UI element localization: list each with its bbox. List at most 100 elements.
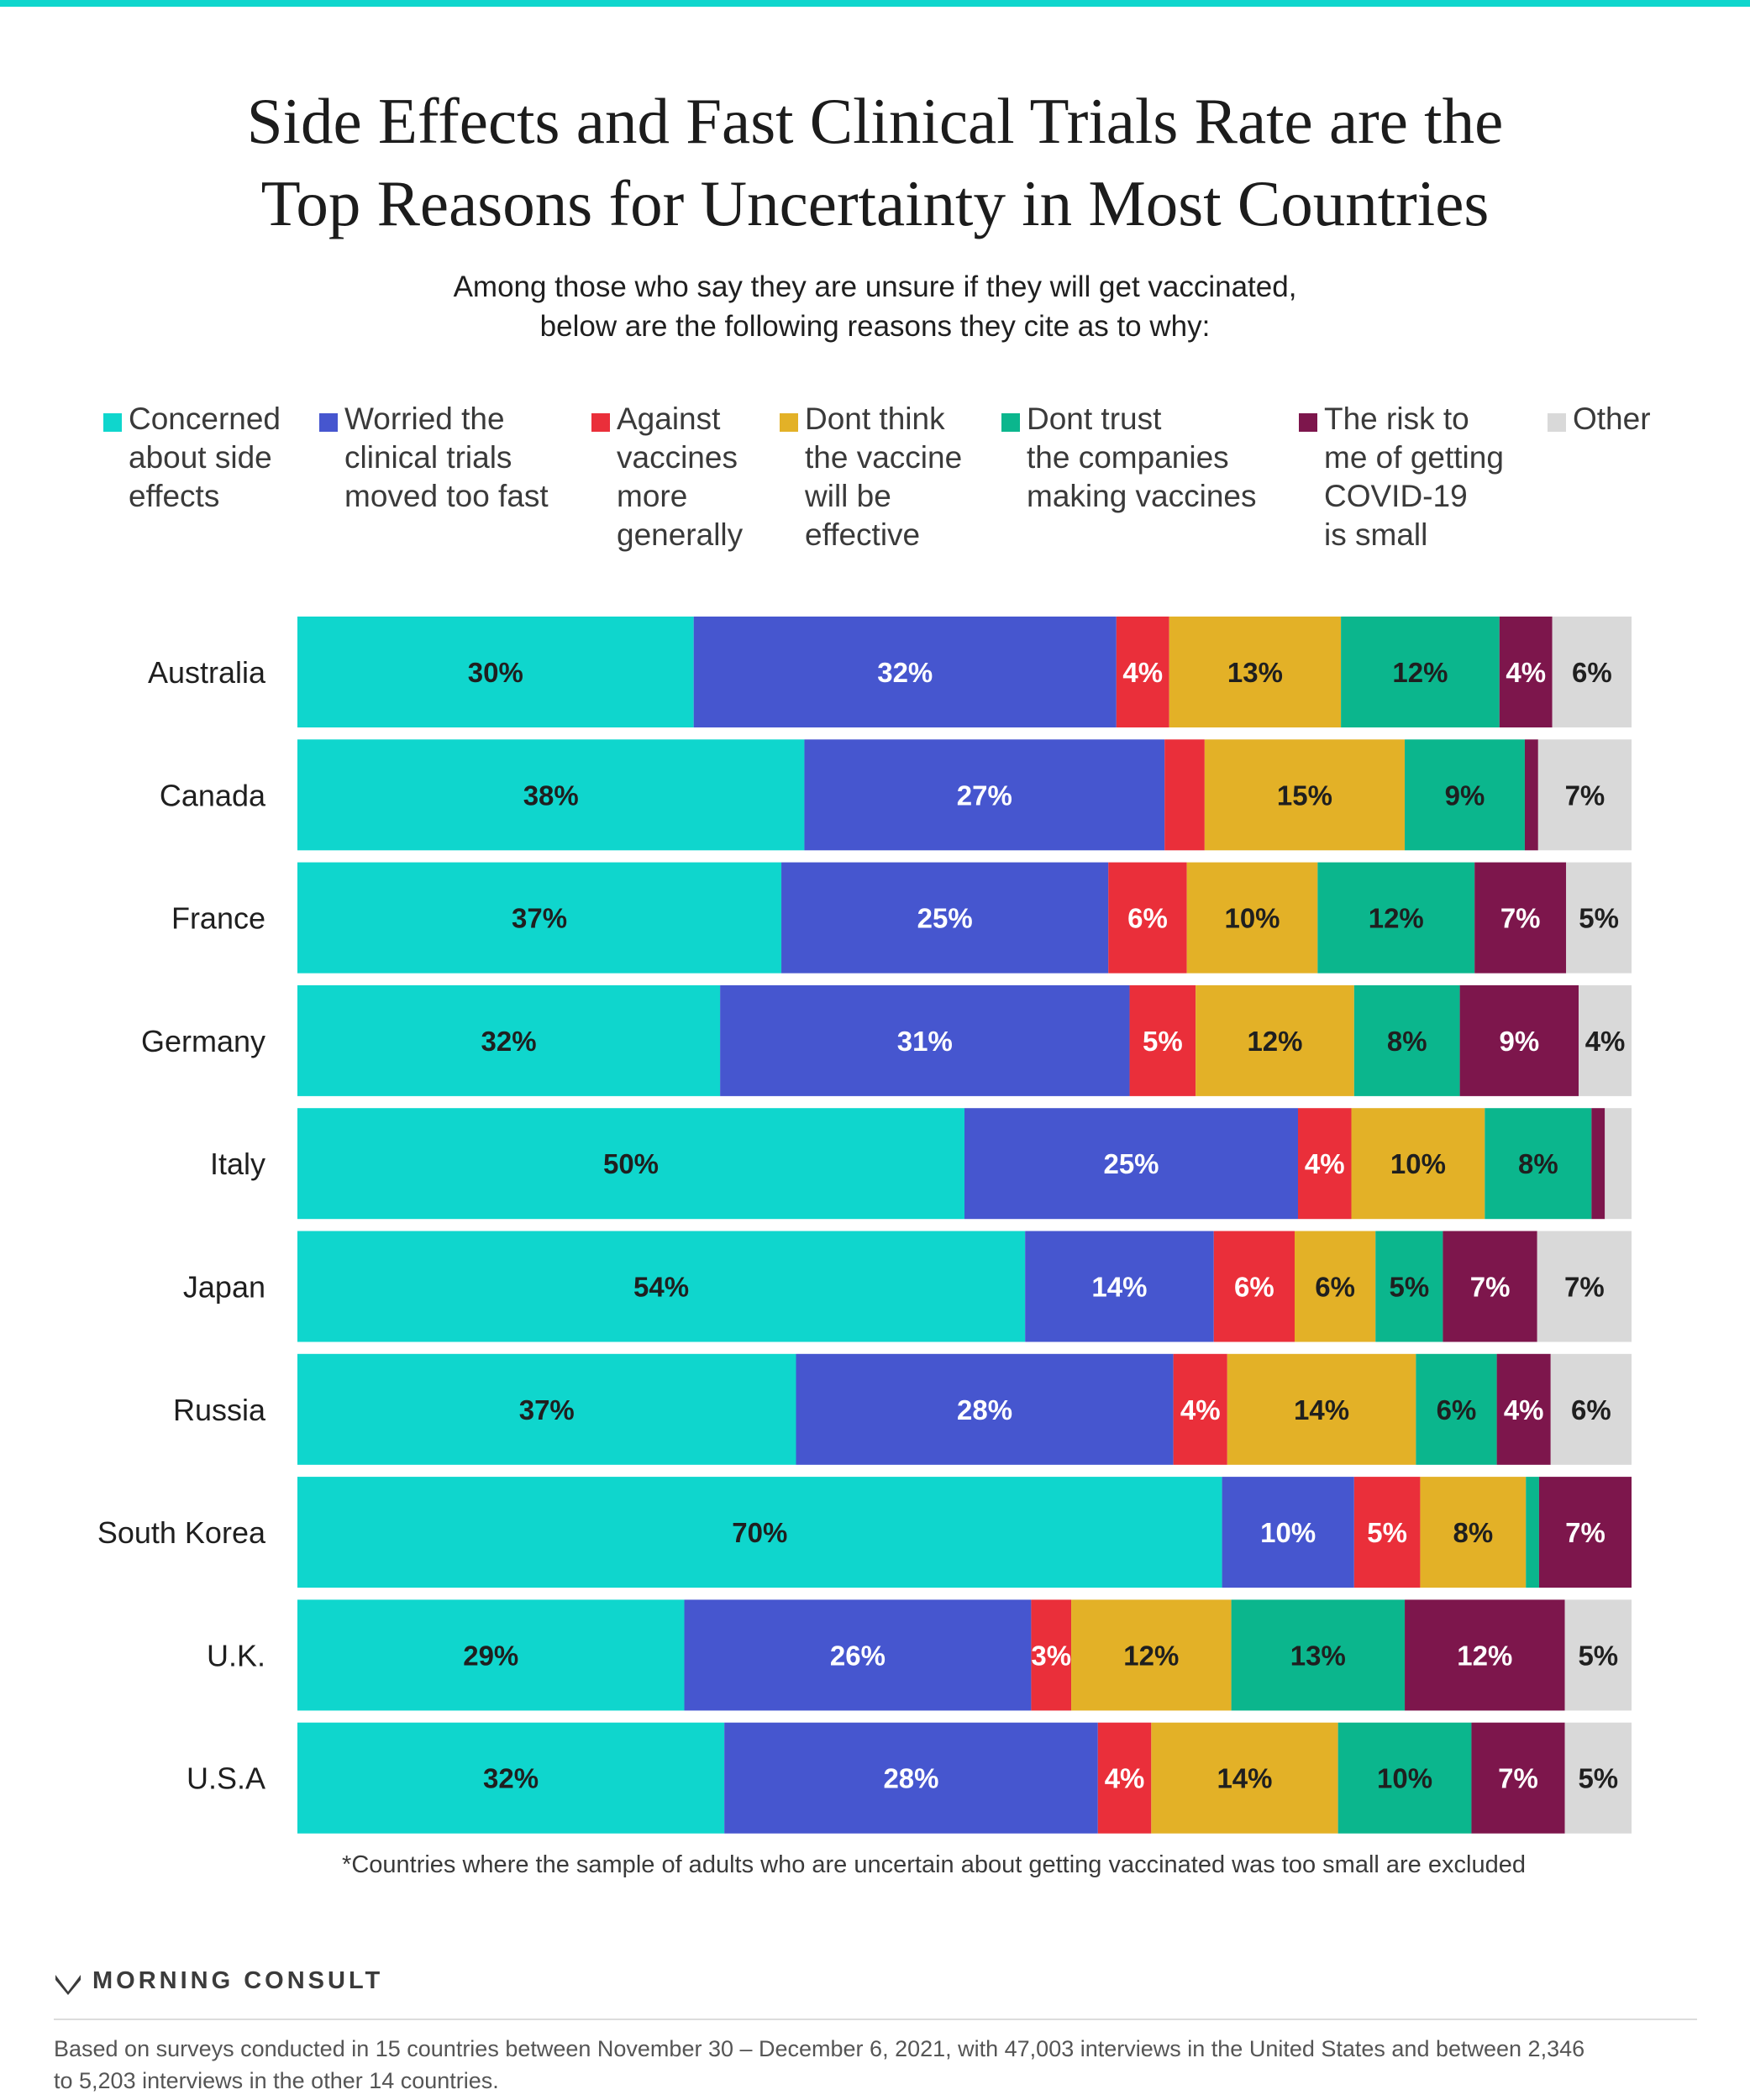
source-note-line: to 5,203 interviews in the other 14 coun… [54, 2068, 499, 2093]
bar-value-label: 32% [877, 657, 933, 688]
bar-value-label: 25% [1103, 1148, 1159, 1179]
bar-segment [693, 617, 1117, 727]
bar-segment [297, 739, 805, 851]
bar-segment [297, 1108, 964, 1220]
legend-label: Other [1573, 400, 1651, 438]
footnote: *Countries where the sample of adults wh… [342, 1851, 1526, 1878]
bar-segment [1071, 1599, 1232, 1711]
bar-value-label: 5% [1578, 1640, 1618, 1671]
chart-title-line: Side Effects and Fast Clinical Trials Ra… [246, 85, 1504, 157]
bar-value-label: 54% [633, 1272, 689, 1303]
country-label: U.S.A [187, 1761, 265, 1796]
bar-value-label: 37% [519, 1394, 575, 1425]
bar-segment [1496, 1353, 1551, 1465]
legend-label-line: the vaccine [805, 440, 963, 475]
footer-divider [54, 2019, 1697, 2020]
bar-segment [1526, 1477, 1539, 1588]
bar-value-label: 27% [957, 780, 1012, 811]
bar-segment [1552, 617, 1632, 727]
bar-value-label: 8% [1518, 1148, 1558, 1179]
bar-segment [1474, 862, 1567, 974]
bar-segment [297, 1477, 1222, 1588]
bar-segment [1420, 1477, 1527, 1588]
bar-segment [1169, 617, 1342, 727]
bar-segment [1116, 617, 1169, 727]
legend-label-line: about side [129, 440, 272, 475]
bar-segment [1213, 1231, 1295, 1342]
bar-value-label: 29% [463, 1640, 518, 1671]
bar-segment [1353, 984, 1460, 1096]
bar-segment [1025, 1231, 1214, 1342]
legend-swatch [591, 413, 610, 432]
bar-segment [1196, 984, 1354, 1096]
bar-segment [1405, 1599, 1565, 1711]
bar-value-label: 3% [1031, 1640, 1071, 1671]
bar-value-label: 70% [732, 1517, 787, 1548]
bar-segment [1222, 1477, 1354, 1588]
bar-segment [1337, 1722, 1472, 1834]
bar-value-label: 10% [1260, 1517, 1316, 1548]
bar-value-label: 4% [1506, 657, 1546, 688]
bar-segment [1204, 739, 1406, 851]
legend-swatch [1548, 413, 1566, 432]
bar-segment [804, 739, 1165, 851]
bar-segment [1298, 1108, 1352, 1220]
bar-value-label: 6% [1234, 1272, 1274, 1303]
country-label: Japan [183, 1270, 265, 1305]
bar-segment [1341, 617, 1500, 727]
bar-value-label: 10% [1377, 1763, 1432, 1794]
bar-value-label: 7% [1498, 1763, 1538, 1794]
bar-value-label: 12% [1123, 1640, 1179, 1671]
bar-segment [1591, 1108, 1605, 1220]
country-label: U.K. [207, 1638, 265, 1672]
bar-segment [297, 617, 694, 727]
bar-segment [781, 862, 1109, 974]
bar-value-label: 7% [1470, 1272, 1511, 1303]
country-label: France [171, 901, 265, 936]
legend-label-line: Against [617, 402, 721, 436]
legend-label-line: The risk to [1324, 402, 1469, 436]
bar-value-label: 4% [1585, 1026, 1626, 1057]
bar-segment [1443, 1231, 1537, 1342]
bar-value-label: 4% [1105, 1763, 1145, 1794]
bar-value-label: 5% [1578, 1763, 1618, 1794]
bar-value-label: 12% [1392, 657, 1448, 688]
legend-label-line: Dont think [805, 402, 945, 436]
bar-segment [1485, 1108, 1592, 1220]
legend-label-line: Dont trust [1027, 402, 1162, 436]
legend-label-line: effects [129, 479, 220, 513]
bar-value-label: 4% [1122, 657, 1163, 688]
bar-value-label: 10% [1390, 1148, 1446, 1179]
bar-value-label: 7% [1565, 1517, 1605, 1548]
bar-value-label: 13% [1290, 1640, 1346, 1671]
bar-segment [1097, 1722, 1152, 1834]
bar-segment [297, 984, 721, 1096]
bar-value-label: 32% [481, 1026, 537, 1057]
bar-segment [964, 1108, 1298, 1220]
bar-value-label: 9% [1445, 780, 1485, 811]
bar-segment [1537, 1231, 1632, 1342]
legend-label-line: will be [805, 479, 891, 513]
bar-value-label: 5% [1389, 1272, 1429, 1303]
chart-title: Side Effects and Fast Clinical Trials Ra… [0, 80, 1750, 244]
bar-segment [1564, 1599, 1632, 1711]
legend-label-line: Worried the [344, 402, 505, 436]
bar-segment [1031, 1599, 1072, 1711]
bar-segment [297, 1599, 685, 1711]
bar-value-label: 8% [1453, 1517, 1493, 1548]
bar-value-label: 12% [1369, 903, 1424, 934]
bar-value-label: 14% [1091, 1272, 1147, 1303]
legend-label-line: COVID-19 [1324, 479, 1468, 513]
bar-segment [1471, 1722, 1565, 1834]
bar-segment [1564, 1722, 1632, 1834]
legend-swatch [1299, 413, 1317, 432]
bar-value-label: 7% [1500, 903, 1541, 934]
legend-label-line: more [617, 479, 688, 513]
source-note: Based on surveys conducted in 15 countri… [54, 2033, 1692, 2097]
bar-segment [1227, 1353, 1416, 1465]
bar-value-label: 30% [468, 657, 523, 688]
bar-value-label: 4% [1180, 1394, 1221, 1425]
bar-segment [297, 1722, 725, 1834]
legend-label: Worried the clinical trials moved too fast [344, 400, 549, 516]
